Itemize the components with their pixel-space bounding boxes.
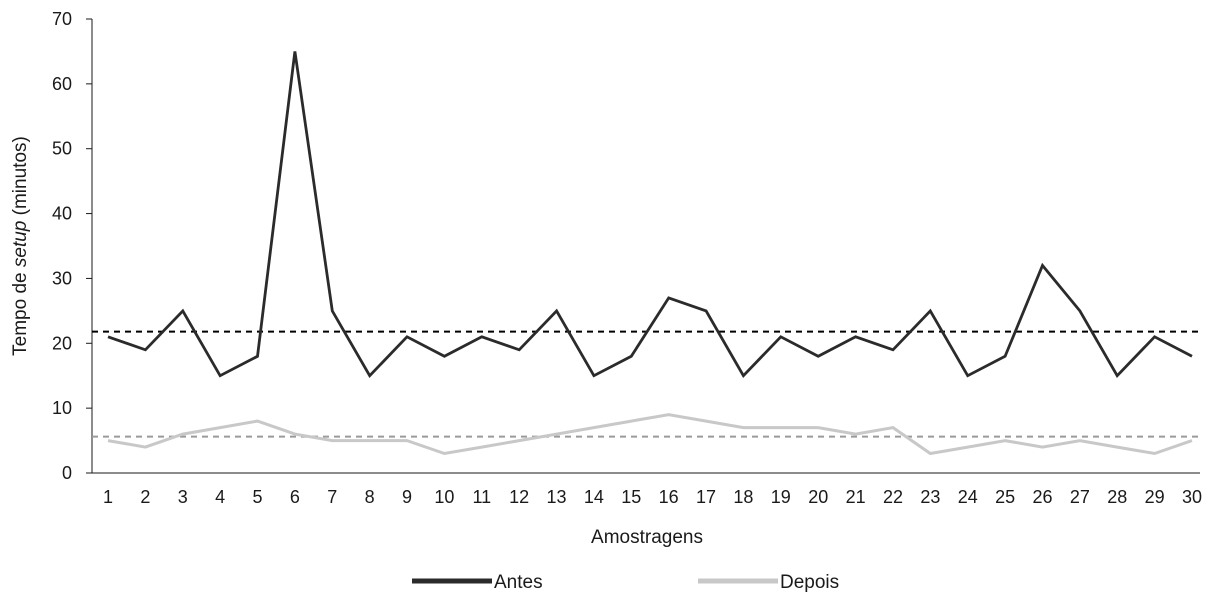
x-tick-label: 21 [846, 487, 866, 507]
series-line-antes [107, 51, 1193, 379]
x-tick-label: 19 [771, 487, 791, 507]
x-tick-label: 17 [696, 487, 716, 507]
y-tick-label: 20 [52, 333, 72, 353]
y-tick-label: 10 [52, 398, 72, 418]
x-tick-label: 24 [958, 487, 978, 507]
x-tick-label: 7 [327, 487, 337, 507]
x-tick-label: 12 [509, 487, 529, 507]
x-axis: 1 2 3 4 5 6 7 8 9 10 11 12 13 14 15 16 17 18 19 20 21 22 23 24 2… [92, 472, 1202, 507]
y-axis: 0 10 20 30 40 50 60 70 [52, 9, 93, 483]
x-tick-label: 9 [402, 487, 412, 507]
y-axis-title: Tempo de setup (minutos) [10, 136, 31, 356]
y-tick-label: 70 [52, 9, 72, 29]
x-tick-label: 29 [1145, 487, 1165, 507]
x-tick-label: 10 [434, 487, 454, 507]
x-tick-label: 1 [103, 487, 113, 507]
x-tick-label: 20 [808, 487, 828, 507]
x-tick-label: 26 [1032, 487, 1052, 507]
x-tick-label: 3 [178, 487, 188, 507]
series-lines [107, 51, 1193, 456]
x-tick-label: 5 [253, 487, 263, 507]
x-tick-label: 11 [472, 487, 491, 507]
x-tick-label: 22 [883, 487, 903, 507]
x-tick-label: 18 [733, 487, 753, 507]
legend-label-depois: Depois [780, 572, 839, 593]
x-tick-label: 14 [584, 487, 604, 507]
y-tick-label: 60 [52, 74, 72, 94]
x-tick-label: 28 [1107, 487, 1127, 507]
x-tick-label: 2 [140, 487, 150, 507]
x-tick-label: 30 [1182, 487, 1202, 507]
y-axis-title-prefix: Tempo de [10, 267, 31, 356]
x-tick-label: 23 [920, 487, 940, 507]
x-tick-label: 8 [365, 487, 375, 507]
x-tick-label: 27 [1070, 487, 1090, 507]
legend: Antes Depois [412, 572, 839, 593]
series-line-depois [107, 413, 1193, 456]
x-tick-label: 6 [290, 487, 300, 507]
x-tick-label: 4 [215, 487, 225, 507]
y-tick-label: 50 [52, 139, 72, 159]
x-tick-label: 13 [547, 487, 567, 507]
x-axis-title: Amostragens [591, 527, 703, 548]
x-tick-label: 25 [995, 487, 1015, 507]
y-tick-label: 0 [62, 463, 72, 483]
y-axis-title-italic: setup [10, 221, 31, 267]
x-tick-label: 15 [621, 487, 641, 507]
legend-label-antes: Antes [494, 572, 543, 593]
y-tick-label: 40 [52, 204, 72, 224]
y-tick-label: 30 [52, 268, 72, 288]
x-tick-label: 16 [659, 487, 679, 507]
y-axis-title-suffix: (minutos) [10, 136, 31, 220]
